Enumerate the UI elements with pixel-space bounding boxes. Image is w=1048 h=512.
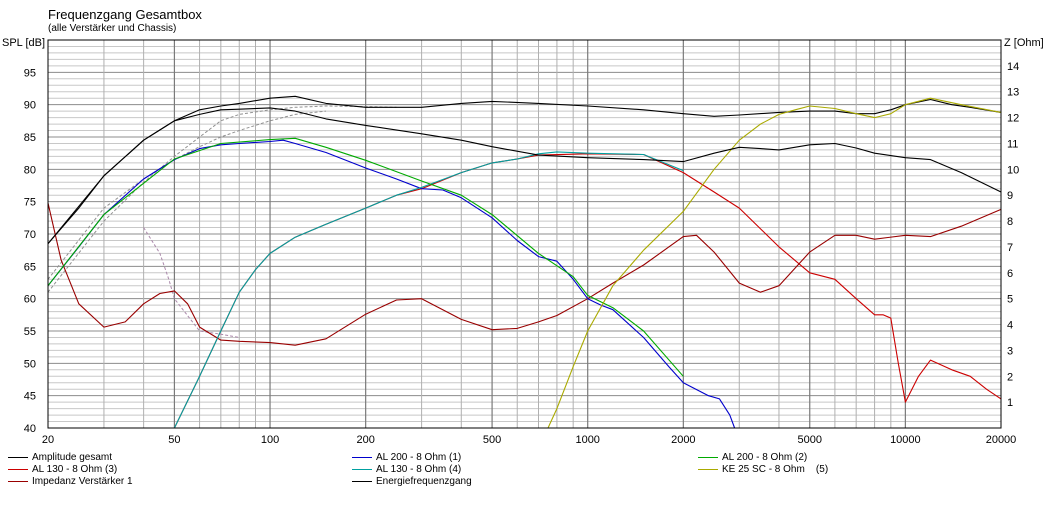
legend-swatch: [352, 457, 372, 458]
y2-tick-label: 9: [1007, 190, 1013, 202]
legend-label: AL 130 - 8 Ohm (4): [376, 464, 462, 475]
legend-swatch: [8, 457, 28, 458]
y-tick-label: 80: [24, 164, 36, 176]
legend-label: AL 200 - 8 Ohm (1): [376, 452, 462, 463]
y2-tick-label: 4: [1007, 320, 1013, 332]
x-tick-label: 10000: [890, 434, 921, 446]
legend-label: AL 200 - 8 Ohm (2): [722, 452, 808, 463]
y2-tick-label: 7: [1007, 242, 1013, 254]
x-tick-label: 500: [483, 434, 501, 446]
x-tick-label: 20000: [986, 434, 1017, 446]
frequency-response-chart: 20 50 100 200 500 1000 2000 5000 10000 2000040455…: [24, 39, 1020, 446]
y2-tick-label: 8: [1007, 216, 1013, 228]
legend-label: Energiefrequenzgang: [376, 476, 472, 487]
y2-tick-label: 1: [1007, 397, 1013, 409]
x-tick-label: 200: [356, 434, 374, 446]
y2-tick-label: 10: [1007, 164, 1019, 176]
y-tick-label: 95: [24, 67, 36, 79]
series-line: [47, 139, 1001, 429]
series-line: [47, 202, 1002, 346]
x-tick-label: 1000: [575, 434, 599, 446]
series-line: [47, 95, 1002, 245]
y-tick-label: 65: [24, 261, 36, 273]
legend-label: Impedanz Verstärker 1: [32, 476, 133, 487]
series-line: [47, 137, 684, 377]
legend: Amplitude gesamt AL 130 - 8 Ohm (3) Impe…: [0, 450, 1048, 512]
series-line: [173, 151, 684, 429]
series-line: [48, 97, 1002, 429]
legend-label: AL 130 - 8 Ohm (3): [32, 464, 118, 475]
y-axis-label: SPL [dB]: [2, 37, 46, 49]
y2-tick-label: 14: [1007, 61, 1019, 73]
axis-ticks: 20 50 100 200 500 1000 2000 5000 10000 2000040455…: [24, 61, 1020, 446]
legend-swatch: [698, 457, 718, 458]
dashed-series-line: [143, 227, 240, 338]
x-tick-label: 100: [261, 434, 279, 446]
y-tick-label: 90: [24, 100, 36, 112]
legend-swatch: [352, 469, 372, 470]
x-tick-label: 2000: [671, 434, 695, 446]
x-tick-label: 50: [168, 434, 180, 446]
y-tick-label: 75: [24, 197, 36, 209]
y2-tick-label: 3: [1007, 345, 1013, 357]
legend-label: Amplitude gesamt: [32, 452, 113, 463]
data-series: [47, 95, 1002, 429]
series-line: [47, 107, 1002, 245]
dashed-series-line: [47, 105, 397, 293]
x-tick-label: 5000: [798, 434, 822, 446]
y-tick-label: 50: [24, 358, 36, 370]
legend-swatch: [8, 469, 28, 470]
y2-tick-label: 6: [1007, 268, 1013, 280]
y-tick-label: 55: [24, 326, 36, 338]
x-tick-label: 20: [42, 434, 54, 446]
chart-title: Frequenzgang Gesamtbox: [48, 7, 202, 22]
y2-tick-label: 13: [1007, 87, 1019, 99]
plot-frame: [47, 39, 1002, 429]
y-tick-label: 85: [24, 132, 36, 144]
y2-tick-label: 12: [1007, 113, 1019, 125]
grid: [48, 40, 1001, 428]
y-tick-label: 45: [24, 391, 36, 403]
legend-label: KE 25 SC - 8 Ohm (5): [722, 464, 829, 475]
chart-subtitle: (alle Verstärker und Chassis): [48, 23, 177, 34]
dashed-series-line: [47, 110, 327, 280]
y-tick-label: 70: [24, 229, 36, 241]
legend-swatch: [698, 469, 718, 470]
y2-tick-label: 11: [1007, 138, 1018, 150]
legend-swatch: [8, 481, 28, 482]
y2-axis-label: Z [Ohm]: [1004, 37, 1044, 49]
y-tick-label: 60: [24, 294, 36, 306]
legend-swatch: [352, 481, 372, 482]
y-tick-label: 40: [24, 423, 36, 435]
y2-tick-label: 5: [1007, 294, 1013, 306]
y2-tick-label: 2: [1007, 371, 1013, 383]
